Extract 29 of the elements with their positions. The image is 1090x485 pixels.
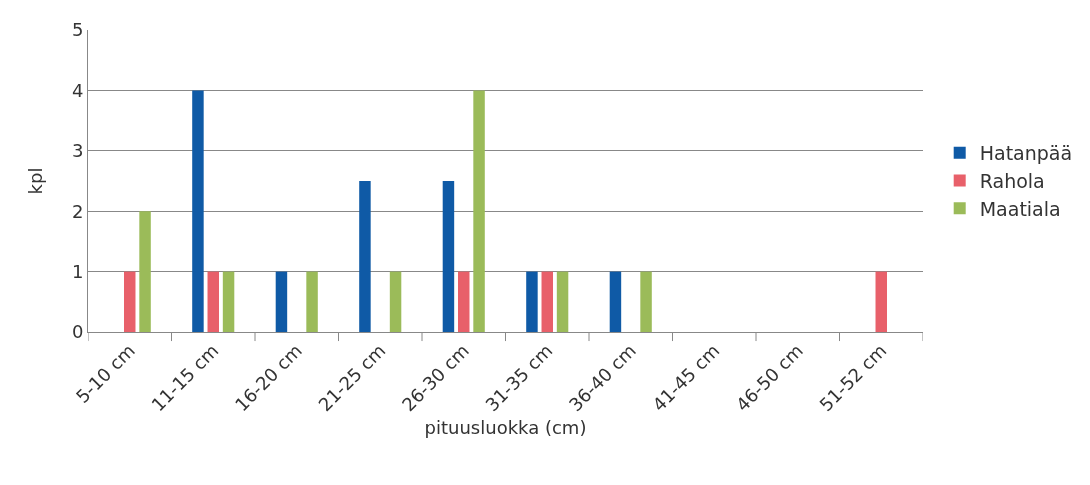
bar: [541, 271, 553, 332]
legend-label: Hatanpää: [979, 142, 1073, 165]
bar: [222, 271, 235, 332]
y-tick-label: 0: [71, 321, 84, 343]
y-tick-label: 1: [71, 260, 84, 282]
bar: [192, 90, 204, 332]
bar: [139, 211, 151, 332]
bar: [609, 271, 622, 332]
y-axis-title: kpl: [25, 167, 46, 195]
bar: [306, 271, 318, 332]
bar: [389, 271, 402, 332]
bar: [473, 90, 485, 332]
bar: [556, 271, 569, 332]
bar: [458, 271, 470, 332]
bar: [442, 181, 455, 332]
bar: [207, 271, 219, 332]
bar: [359, 181, 371, 332]
bar: [275, 271, 288, 332]
y-tick-label: 4: [71, 79, 84, 101]
bar: [526, 271, 538, 332]
legend-label: Maatiala: [979, 197, 1061, 220]
bar: [875, 271, 887, 332]
bar: [124, 271, 136, 332]
x-axis-title: pituusluokka (cm): [424, 417, 587, 439]
legend-label: Rahola: [979, 169, 1045, 192]
y-tick-label: 3: [71, 140, 84, 162]
y-tick-label: 2: [71, 200, 84, 222]
y-tick-label: 5: [71, 19, 84, 41]
bar: [640, 271, 652, 332]
